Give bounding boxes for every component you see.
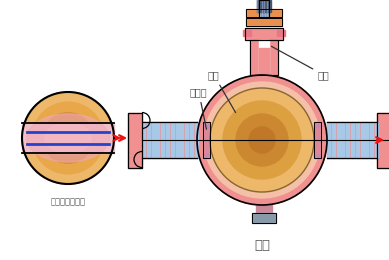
- Bar: [256, 205, 272, 215]
- Bar: [356, 122, 359, 158]
- Circle shape: [249, 127, 275, 153]
- Bar: [314, 122, 321, 158]
- Bar: [243, 30, 251, 36]
- Bar: [259, 40, 269, 75]
- Bar: [315, 123, 320, 127]
- Bar: [314, 122, 321, 158]
- Text: 球体俧视剑面图: 球体俧视剑面图: [51, 197, 86, 206]
- Bar: [245, 28, 283, 40]
- Bar: [377, 113, 389, 167]
- Bar: [171, 122, 174, 158]
- Circle shape: [204, 82, 320, 198]
- Text: 阀杆: 阀杆: [272, 46, 330, 80]
- Circle shape: [63, 133, 74, 144]
- Bar: [332, 122, 335, 158]
- Bar: [351, 122, 354, 158]
- Bar: [180, 122, 183, 158]
- Bar: [185, 122, 188, 158]
- Bar: [259, 0, 269, 17]
- Bar: [315, 154, 320, 158]
- Bar: [166, 122, 169, 158]
- Bar: [327, 122, 330, 158]
- Bar: [336, 122, 340, 158]
- Bar: [22, 123, 114, 153]
- Circle shape: [197, 75, 327, 205]
- Bar: [246, 18, 282, 26]
- Text: 球阀: 球阀: [254, 239, 270, 252]
- Bar: [204, 154, 209, 158]
- Bar: [327, 122, 377, 158]
- Bar: [257, 0, 271, 12]
- Bar: [342, 122, 344, 158]
- Bar: [128, 113, 142, 167]
- Bar: [259, 48, 269, 75]
- Bar: [375, 122, 378, 158]
- Bar: [147, 122, 150, 158]
- Bar: [161, 122, 164, 158]
- Bar: [246, 9, 282, 17]
- Bar: [365, 122, 368, 158]
- Bar: [152, 122, 154, 158]
- Bar: [245, 28, 283, 40]
- Bar: [203, 122, 210, 158]
- Bar: [246, 18, 282, 26]
- Bar: [142, 122, 197, 158]
- Circle shape: [32, 102, 104, 174]
- Bar: [250, 40, 278, 75]
- Circle shape: [53, 123, 83, 153]
- Bar: [252, 213, 276, 223]
- Bar: [361, 122, 364, 158]
- Bar: [370, 122, 373, 158]
- Ellipse shape: [45, 123, 91, 153]
- Bar: [175, 122, 179, 158]
- Bar: [128, 113, 142, 167]
- Bar: [203, 122, 210, 158]
- Bar: [259, 0, 269, 17]
- Bar: [377, 113, 389, 167]
- Bar: [204, 123, 209, 127]
- Bar: [250, 40, 278, 75]
- Ellipse shape: [26, 114, 109, 162]
- Bar: [156, 122, 159, 158]
- Bar: [346, 122, 349, 158]
- Circle shape: [236, 114, 288, 166]
- Text: 球体: 球体: [208, 70, 236, 113]
- Text: 密封座: 密封座: [190, 87, 208, 129]
- Bar: [252, 213, 276, 223]
- Circle shape: [43, 113, 93, 163]
- Circle shape: [223, 101, 301, 179]
- Bar: [195, 122, 198, 158]
- Circle shape: [210, 88, 314, 192]
- Circle shape: [22, 92, 114, 184]
- Bar: [142, 122, 145, 158]
- Bar: [190, 122, 193, 158]
- Bar: [246, 9, 282, 17]
- Bar: [277, 30, 285, 36]
